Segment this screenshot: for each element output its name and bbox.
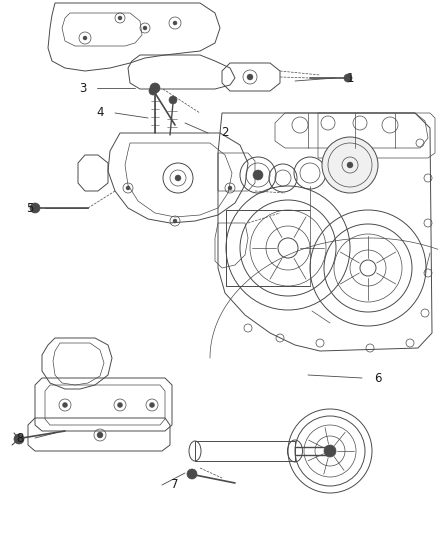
Text: 5: 5 <box>26 201 34 214</box>
Text: 3: 3 <box>79 82 87 94</box>
Circle shape <box>150 83 160 93</box>
Circle shape <box>149 87 157 95</box>
Circle shape <box>63 402 67 408</box>
Circle shape <box>173 219 177 223</box>
Circle shape <box>118 16 122 20</box>
Circle shape <box>83 36 87 40</box>
Circle shape <box>173 21 177 25</box>
Text: 8: 8 <box>16 432 24 445</box>
Circle shape <box>30 203 40 213</box>
Circle shape <box>253 170 263 180</box>
Circle shape <box>247 74 253 80</box>
Circle shape <box>169 96 177 104</box>
Circle shape <box>175 175 181 181</box>
Text: 6: 6 <box>374 372 382 384</box>
Text: 7: 7 <box>171 479 179 491</box>
Circle shape <box>149 402 155 408</box>
Text: 4: 4 <box>96 107 104 119</box>
Circle shape <box>187 469 197 479</box>
Circle shape <box>324 445 336 457</box>
Text: 1: 1 <box>346 71 354 85</box>
Circle shape <box>126 186 130 190</box>
Circle shape <box>14 434 24 444</box>
Circle shape <box>117 402 123 408</box>
Text: 2: 2 <box>221 126 229 140</box>
Circle shape <box>322 137 378 193</box>
Circle shape <box>143 26 147 30</box>
Circle shape <box>97 432 103 438</box>
Circle shape <box>347 162 353 168</box>
Circle shape <box>228 186 232 190</box>
Circle shape <box>344 74 352 82</box>
